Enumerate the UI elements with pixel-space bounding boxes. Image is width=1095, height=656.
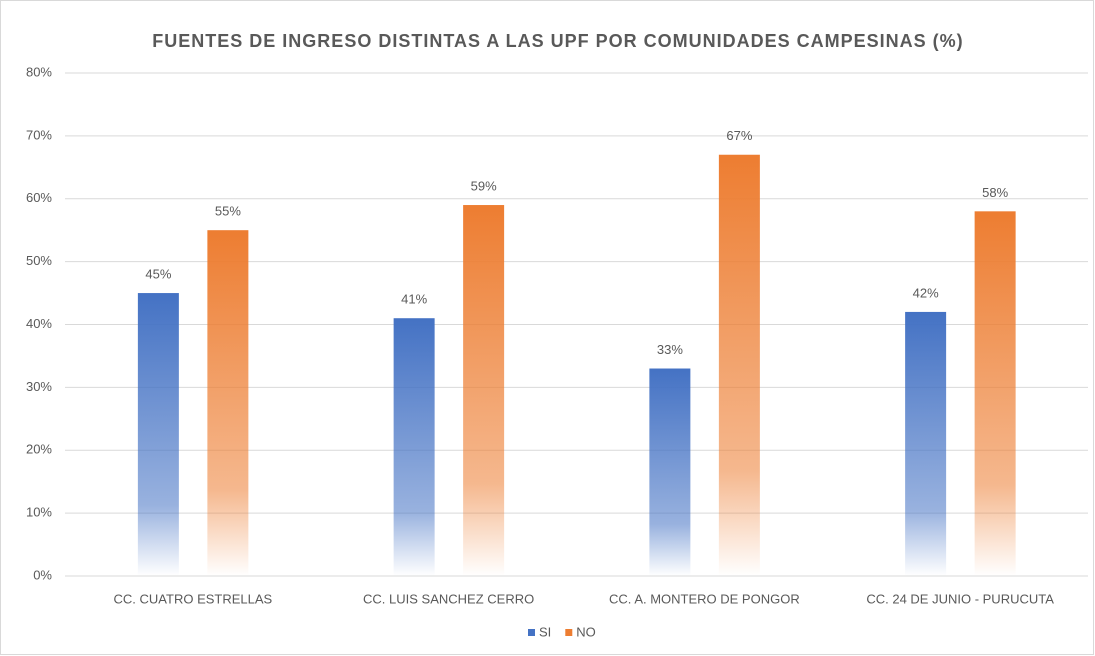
- legend-label: SI: [539, 624, 551, 639]
- legend-label: NO: [576, 624, 596, 639]
- x-tick-label: CC. LUIS SANCHEZ CERRO: [363, 591, 534, 606]
- bar: [974, 211, 1016, 576]
- y-tick-label: 60%: [26, 190, 52, 205]
- y-tick-label: 40%: [26, 316, 52, 331]
- y-tick-label: 70%: [26, 127, 52, 142]
- bar: [718, 154, 760, 577]
- bar: [137, 293, 179, 576]
- x-tick-label: CC. A. MONTERO DE PONGOR: [609, 591, 800, 606]
- bar: [905, 311, 947, 576]
- bar: [463, 205, 505, 576]
- value-label: 59%: [471, 178, 497, 193]
- bar: [207, 230, 249, 576]
- chart-title: FUENTES DE INGRESO DISTINTAS A LAS UPF P…: [152, 31, 963, 51]
- y-tick-label: 80%: [26, 64, 52, 79]
- value-label: 42%: [913, 285, 939, 300]
- value-label: 55%: [215, 204, 241, 219]
- value-label: 33%: [657, 342, 683, 357]
- y-tick-label: 10%: [26, 505, 52, 520]
- bar: [649, 368, 691, 576]
- value-label: 45%: [145, 267, 171, 282]
- x-tick-label: CC. 24 DE JUNIO - PURUCUTA: [866, 591, 1054, 606]
- y-tick-label: 30%: [26, 379, 52, 394]
- legend-swatch: [565, 629, 573, 636]
- legend-swatch: [528, 629, 535, 636]
- y-tick-label: 50%: [26, 253, 52, 268]
- y-tick-label: 0%: [33, 567, 52, 582]
- value-label: 67%: [726, 128, 752, 143]
- value-label: 41%: [401, 292, 427, 307]
- y-tick-label: 20%: [26, 442, 52, 457]
- value-label: 58%: [982, 185, 1008, 200]
- bar: [393, 318, 435, 576]
- x-tick-label: CC. CUATRO ESTRELLAS: [114, 591, 273, 606]
